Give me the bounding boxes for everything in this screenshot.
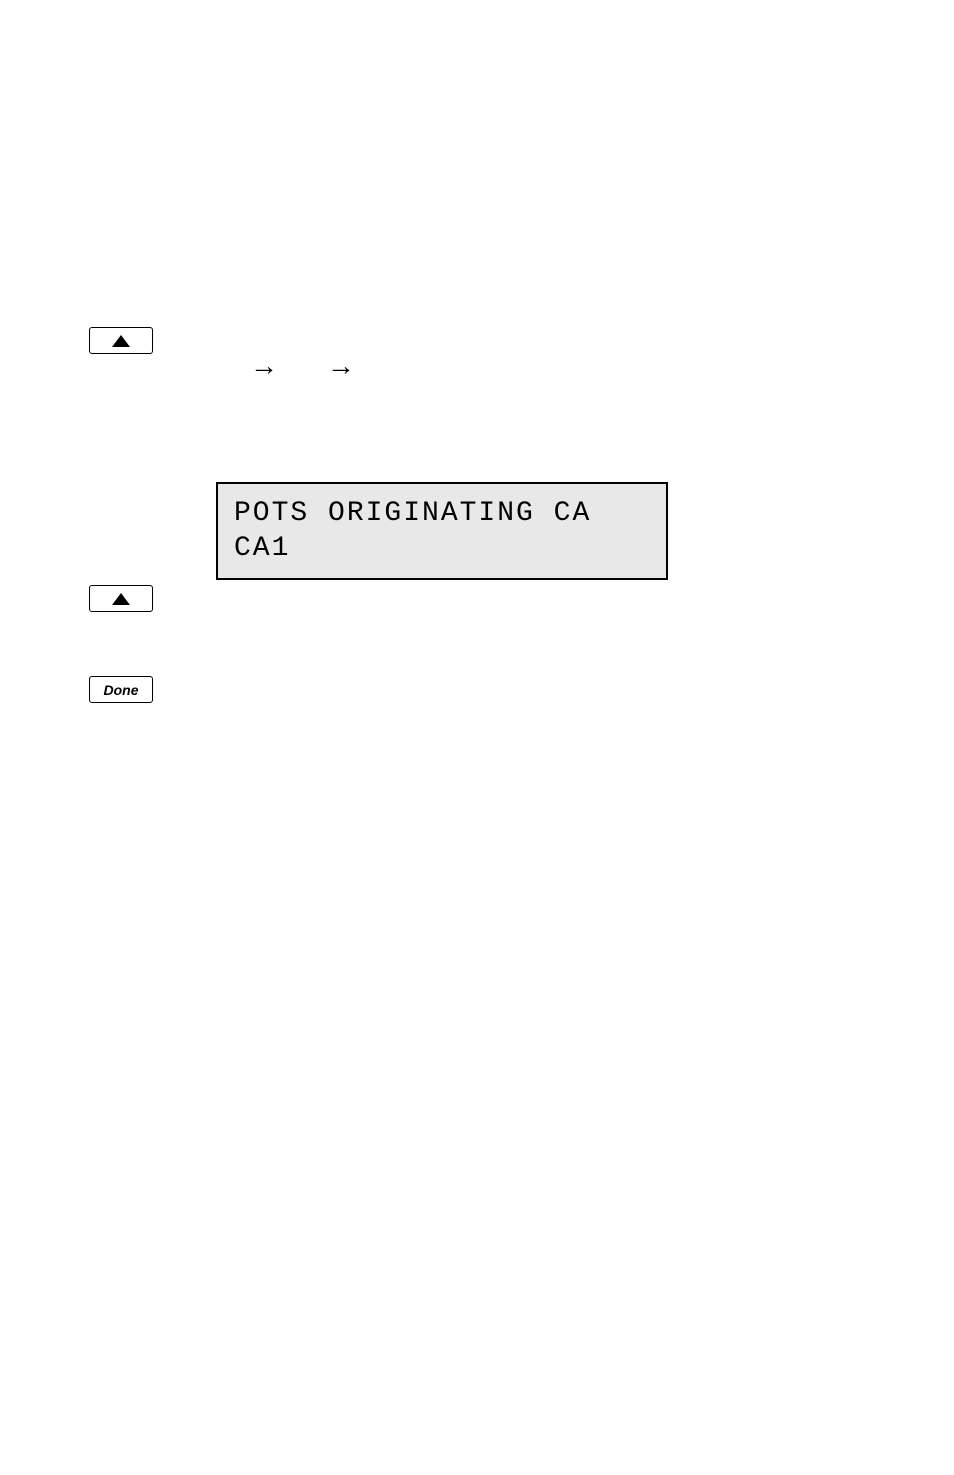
up-arrow-button-1[interactable] bbox=[89, 327, 153, 354]
display-line-1: POTS ORIGINATING CA bbox=[234, 496, 650, 531]
done-button-label: Done bbox=[104, 682, 139, 698]
up-arrow-button-2[interactable] bbox=[89, 585, 153, 612]
display-line-2: CA1 bbox=[234, 531, 650, 566]
triangle-up-icon bbox=[112, 593, 130, 605]
arrow-right-icon: → bbox=[250, 352, 278, 380]
lcd-display: POTS ORIGINATING CA CA1 bbox=[216, 482, 668, 580]
done-button[interactable]: Done bbox=[89, 676, 153, 703]
nav-arrow-row: → → bbox=[250, 352, 355, 380]
arrow-right-icon: → bbox=[327, 352, 355, 380]
triangle-up-icon bbox=[112, 335, 130, 347]
